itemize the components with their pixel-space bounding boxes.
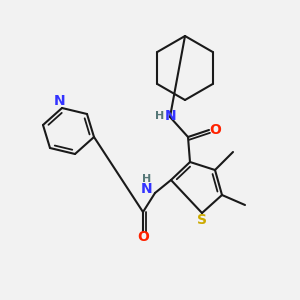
Text: H: H — [155, 111, 165, 121]
Text: H: H — [142, 174, 152, 184]
Text: N: N — [54, 94, 66, 108]
Text: N: N — [165, 109, 177, 123]
Text: O: O — [137, 230, 149, 244]
Text: O: O — [209, 123, 221, 137]
Text: N: N — [141, 182, 153, 196]
Text: S: S — [197, 213, 207, 227]
